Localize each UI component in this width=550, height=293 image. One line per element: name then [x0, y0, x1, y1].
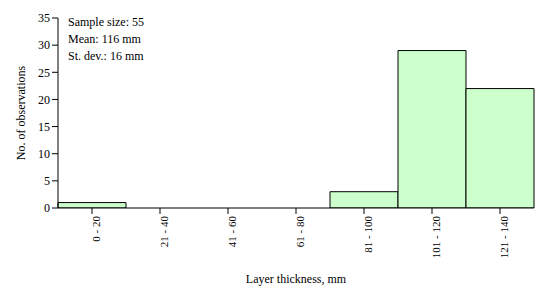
svg-text:21 - 40: 21 - 40: [158, 216, 170, 248]
html-text:Sample size: 55: Sample size: 55: [68, 15, 144, 29]
html-text:Mean: 116 mm: Mean: 116 mm: [68, 32, 141, 46]
svg-text:5: 5: [44, 174, 50, 188]
svg-text:10: 10: [38, 147, 50, 161]
svg-text:35: 35: [38, 11, 50, 25]
svg-text:15: 15: [38, 120, 50, 134]
svg-text:41 - 60: 41 - 60: [226, 216, 238, 248]
svg-text:81 - 100: 81 - 100: [362, 216, 374, 253]
svg-text:121 - 140: 121 - 140: [498, 216, 510, 259]
svg-text:101 - 120: 101 - 120: [430, 216, 442, 259]
svg-text:No. of observations: No. of observations: [14, 66, 28, 161]
svg-text:61 - 80: 61 - 80: [294, 216, 306, 248]
svg-text:30: 30: [38, 38, 50, 52]
svg-text:0: 0: [44, 201, 50, 215]
svg-text:20: 20: [38, 93, 50, 107]
svg-text:25: 25: [38, 66, 50, 80]
html-text:St. dev.: 16 mm: St. dev.: 16 mm: [68, 49, 144, 63]
svg-text:0 - 20: 0 - 20: [90, 216, 102, 242]
svg-text:Layer thickness, mm: Layer thickness, mm: [246, 272, 347, 286]
